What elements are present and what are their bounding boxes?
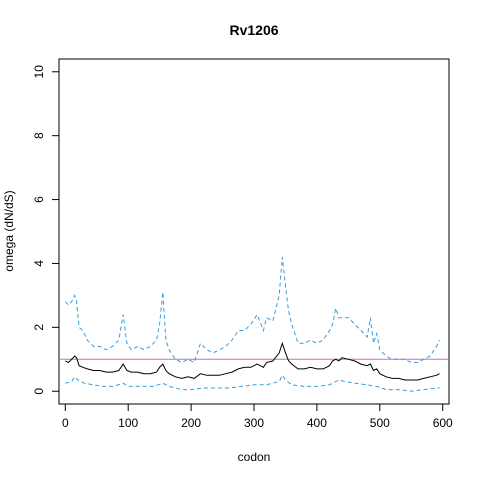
y-tick-label: 2 xyxy=(32,324,46,331)
chart-title: Rv1206 xyxy=(229,22,278,38)
y-tick-label: 4 xyxy=(32,260,46,267)
y-axis: 0 2 4 6 8 10 xyxy=(32,65,60,395)
y-tick-label: 6 xyxy=(32,196,46,203)
series-layer xyxy=(64,257,441,392)
y-axis-label: omega (dN/dS) xyxy=(2,190,16,271)
plot-frame xyxy=(58,58,450,405)
x-axis-label: codon xyxy=(238,450,271,464)
x-tick-label: 600 xyxy=(433,416,453,430)
x-tick-label: 0 xyxy=(62,416,69,430)
series-upper-line xyxy=(64,257,441,364)
x-tick-label: 500 xyxy=(370,416,390,430)
x-tick-label: 100 xyxy=(118,416,138,430)
x-axis: 0 100 200 300 400 500 600 xyxy=(62,403,453,430)
x-tick-label: 300 xyxy=(244,416,264,430)
y-tick-label: 8 xyxy=(32,132,46,139)
y-tick-label: 10 xyxy=(32,65,46,79)
series-mean-line xyxy=(65,341,440,381)
x-tick-label: 400 xyxy=(307,416,327,430)
x-tick-label: 200 xyxy=(181,416,201,430)
series-lower-line xyxy=(65,374,440,392)
y-tick-label: 0 xyxy=(32,388,46,395)
